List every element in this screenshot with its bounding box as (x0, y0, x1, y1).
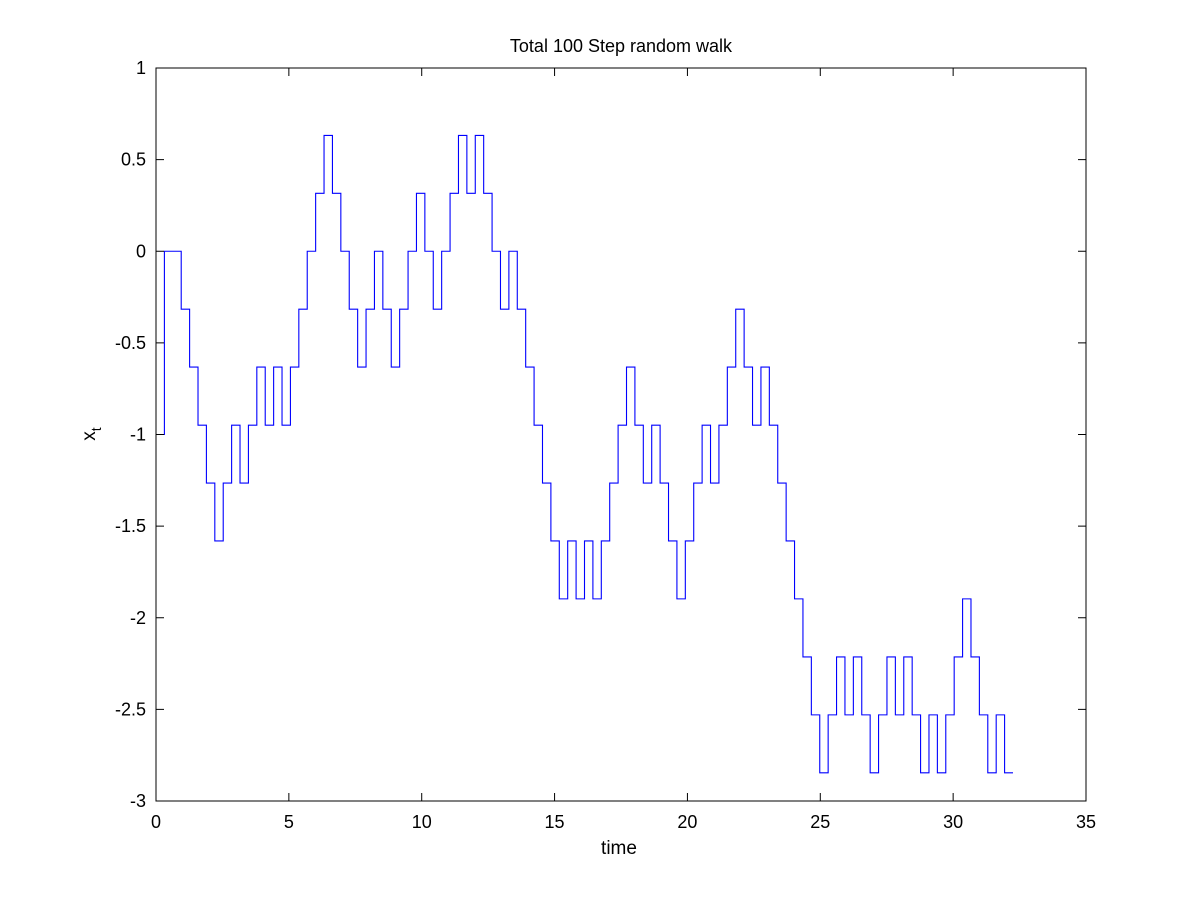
y-tick-label: 1 (136, 58, 146, 78)
x-tick-label: 5 (284, 812, 294, 832)
y-axis-ticks: -3 -2.5 -2 -1.5 -1 -0.5 0 0.5 1 (115, 58, 1086, 811)
y-tick-label: -1 (130, 425, 146, 445)
chart-title: Total 100 Step random walk (510, 36, 733, 56)
y-tick-label: -2 (130, 608, 146, 628)
y-axis-label-group: xt (79, 427, 104, 441)
x-tick-label: 0 (151, 812, 161, 832)
x-tick-label: 15 (545, 812, 565, 832)
series-layer (156, 134, 1013, 774)
x-tick-label: 35 (1076, 812, 1096, 832)
x-tick-label: 25 (810, 812, 830, 832)
random-walk-series-line (156, 134, 1013, 774)
y-tick-label: 0 (136, 241, 146, 261)
plot-area (156, 68, 1086, 801)
x-tick-label: 10 (412, 812, 432, 832)
y-tick-label: 0.5 (121, 150, 146, 170)
x-axis-ticks: 0 5 10 15 20 25 30 35 (151, 68, 1096, 832)
y-axis-label-subscript: t (88, 427, 104, 431)
y-axis-label-main: x (79, 431, 100, 441)
y-tick-label: -2.5 (115, 699, 146, 719)
y-tick-label: -1.5 (115, 516, 146, 536)
x-tick-label: 30 (943, 812, 963, 832)
y-axis-label: xt (79, 427, 104, 441)
x-tick-label: 20 (677, 812, 697, 832)
y-tick-label: -0.5 (115, 333, 146, 353)
x-axis-label: time (601, 838, 637, 859)
y-tick-label: -3 (130, 791, 146, 811)
